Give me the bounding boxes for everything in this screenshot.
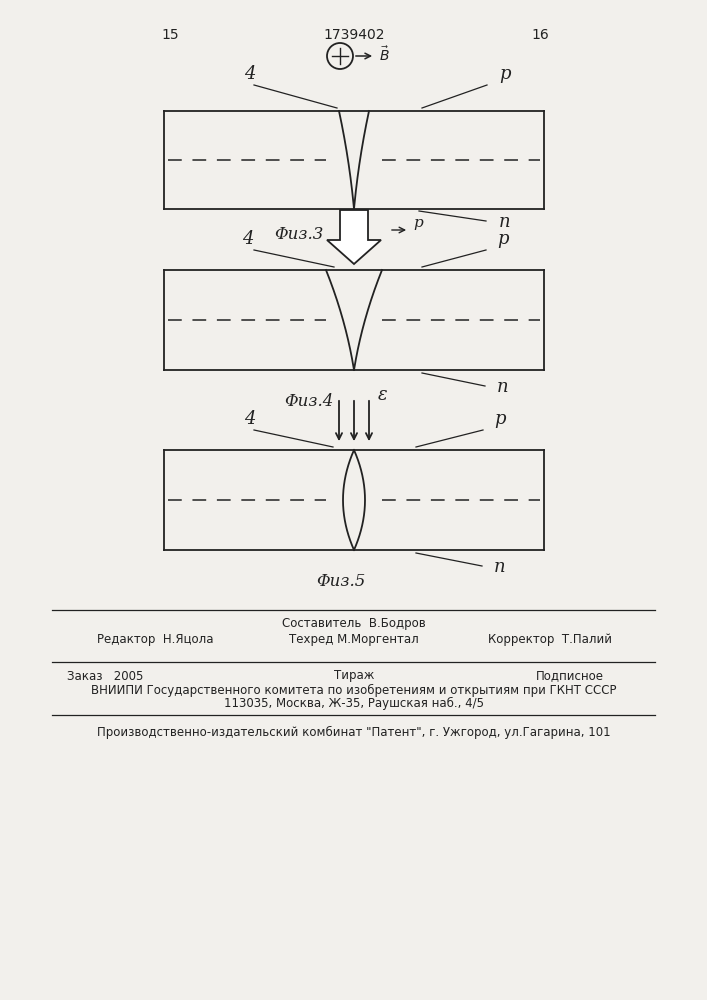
Text: Корректор  Т.Палий: Корректор Т.Палий [488, 634, 612, 647]
Text: Составитель  В.Бодров: Составитель В.Бодров [282, 616, 426, 630]
Polygon shape [327, 210, 381, 264]
Text: Техред М.Моргентал: Техред М.Моргентал [289, 634, 419, 647]
Text: 4: 4 [242, 230, 254, 248]
Text: Тираж: Тираж [334, 670, 374, 682]
Text: 113035, Москва, Ж-35, Раушская наб., 4/5: 113035, Москва, Ж-35, Раушская наб., 4/5 [224, 696, 484, 710]
Text: р: р [413, 216, 423, 230]
Text: п: п [494, 558, 506, 576]
Text: р: р [494, 410, 506, 428]
Text: Редактор  Н.Яцола: Редактор Н.Яцола [97, 634, 214, 647]
Text: Производственно-издательский комбинат "Патент", г. Ужгород, ул.Гагарина, 101: Производственно-издательский комбинат "П… [97, 725, 611, 739]
Text: ВНИИПИ Государственного комитета по изобретениям и открытиям при ГКНТ СССР: ВНИИПИ Государственного комитета по изоб… [91, 683, 617, 697]
Text: р: р [497, 230, 508, 248]
Text: Заказ   2005: Заказ 2005 [67, 670, 144, 682]
Text: 15: 15 [161, 28, 179, 42]
Text: Подписное: Подписное [536, 670, 604, 682]
Text: 4: 4 [244, 410, 255, 428]
Text: 4: 4 [244, 65, 255, 83]
Text: $\vec{B}$: $\vec{B}$ [379, 46, 390, 64]
Text: Φиз.5: Φиз.5 [316, 573, 366, 590]
Text: р: р [499, 65, 510, 83]
Text: п: п [499, 213, 510, 231]
Text: 1739402: 1739402 [323, 28, 385, 42]
Text: Φиз.3: Φиз.3 [274, 226, 323, 243]
Text: 16: 16 [531, 28, 549, 42]
Text: п: п [497, 378, 508, 396]
Text: Φиз.4: Φиз.4 [284, 393, 334, 410]
Text: ε: ε [378, 386, 387, 404]
